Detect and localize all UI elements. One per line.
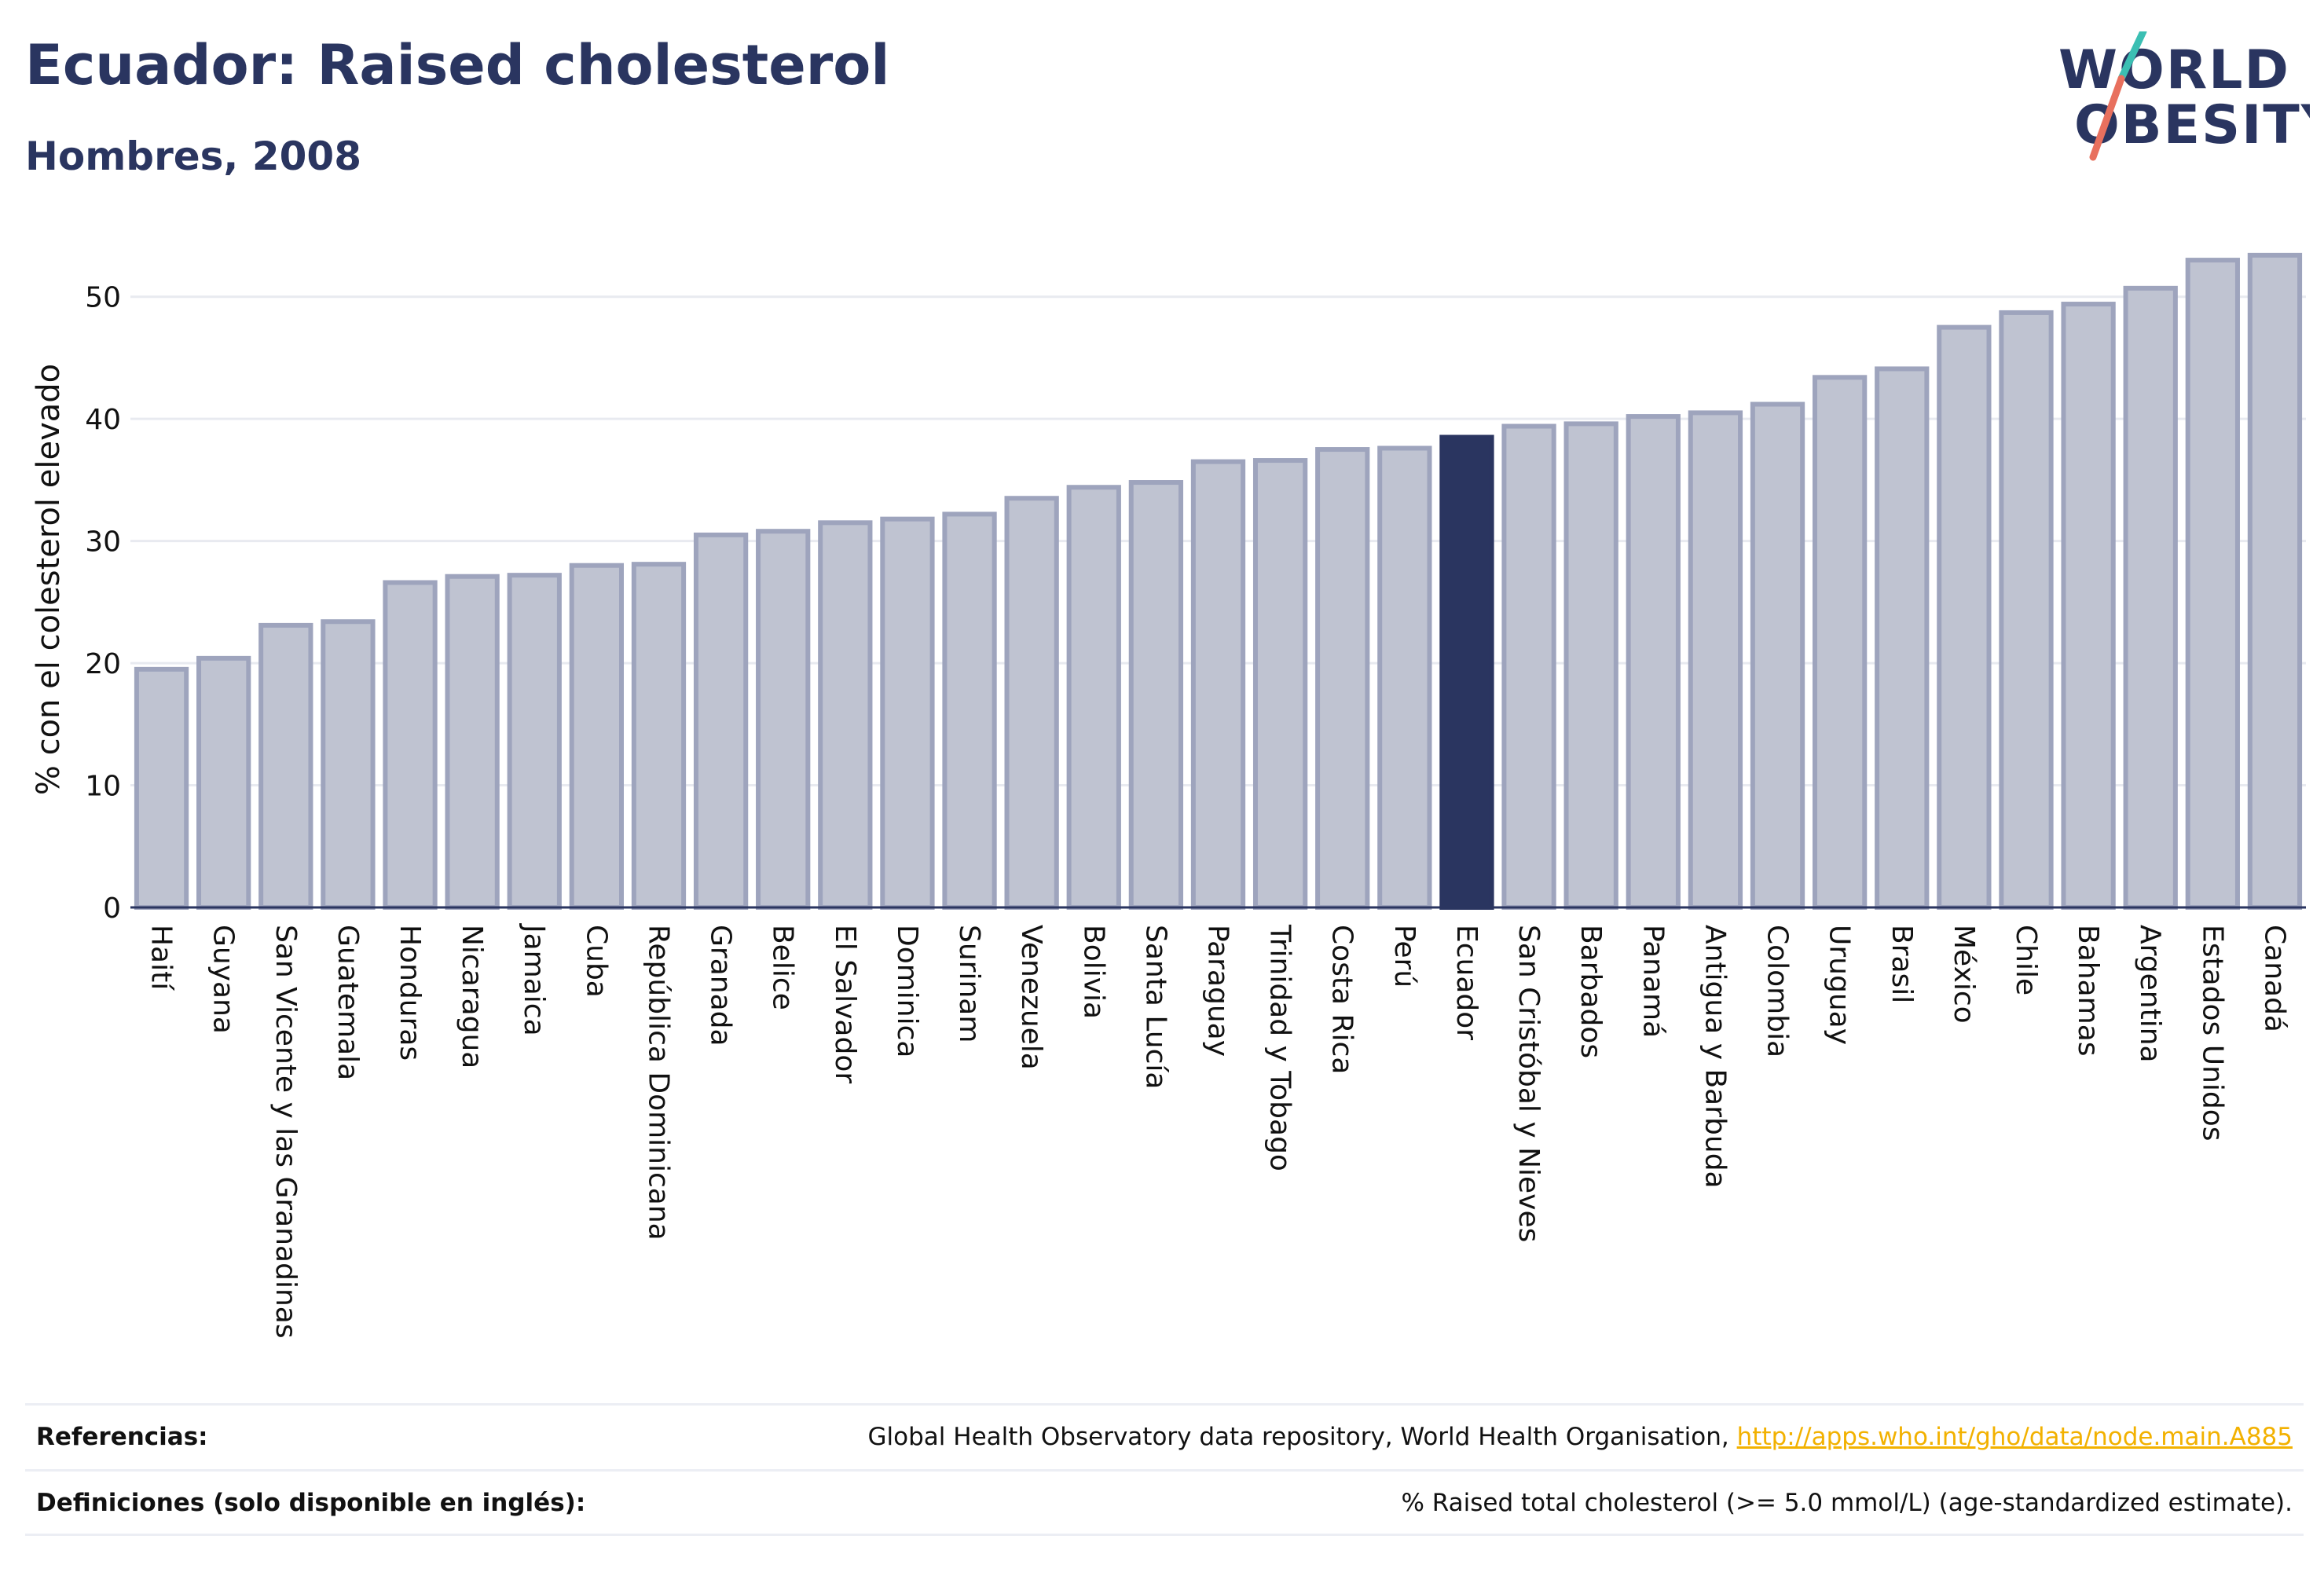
x-tick-label: Panamá: [1637, 925, 1669, 1038]
x-tick-label: Granada: [705, 925, 737, 1046]
bar-chart: 0 10 20 30 40 50 Haití Guyana San Vicente y las…: [31, 252, 2306, 1339]
references-value: Global Health Observatory data repositor…: [868, 1423, 2304, 1451]
x-tick-label: Uruguay: [1824, 925, 1856, 1045]
x-tick-label: Colombia: [1761, 925, 1794, 1057]
y-tick-label: 0: [103, 892, 121, 925]
bar: [383, 580, 438, 910]
definitions-row: Definiciones (solo disponible en inglés)…: [25, 1469, 2304, 1534]
bar: [2185, 258, 2240, 911]
bar: [756, 529, 811, 910]
y-tick-label: 50: [85, 282, 121, 314]
x-tick-label: Nicaragua: [456, 925, 488, 1068]
x-tick-label: Ecuador: [1450, 925, 1483, 1040]
x-tick-label: Haití: [145, 925, 178, 991]
x-tick-label: Honduras: [394, 925, 426, 1061]
bar: [2123, 285, 2178, 910]
bar: [818, 520, 873, 910]
y-axis-label: % con el colesterol elevado: [31, 364, 67, 795]
bar: [2247, 252, 2303, 910]
bar: [1937, 324, 1992, 911]
x-tick-label: Paraguay: [1202, 925, 1234, 1057]
x-tick-label: Barbados: [1574, 925, 1607, 1058]
logo-line1: WORLD: [2058, 39, 2290, 101]
bar: [1377, 445, 1432, 910]
bar: [880, 516, 935, 910]
x-tick-label: Estados Unidos: [2196, 925, 2228, 1142]
bar-highlight: [1439, 434, 1494, 910]
references-label: Referencias:: [36, 1423, 208, 1451]
bar: [1252, 458, 1308, 910]
x-tick-label: Surinam: [953, 925, 985, 1043]
bar: [1875, 366, 1930, 911]
x-tick-label: Guyana: [207, 925, 240, 1034]
x-tick-label: Bahamas: [2072, 925, 2104, 1057]
bar: [1501, 423, 1556, 910]
y-tick-label: 30: [85, 526, 121, 559]
x-tick-label: Jamaica: [518, 923, 550, 1036]
x-tick-label: Belice: [767, 925, 799, 1010]
bar: [134, 666, 189, 910]
x-tick-label: Dominica: [891, 925, 923, 1058]
bar: [1688, 410, 1743, 910]
bar: [942, 511, 997, 910]
footer-divider: [25, 1534, 2304, 1536]
bar: [196, 655, 251, 910]
definitions-text: % Raised total cholesterol (>= 5.0 mmol/…: [1401, 1489, 2293, 1517]
bar: [1190, 459, 1246, 910]
y-axis-ticks: 0 10 20 30 40 50: [85, 282, 121, 925]
references-text: Global Health Observatory data repositor…: [867, 1423, 1737, 1451]
x-tick-label: Brasil: [1886, 925, 1918, 1003]
x-tick-label: Perú: [1388, 925, 1420, 988]
references-link[interactable]: http://apps.who.int/gho/data/node.main.A…: [1736, 1423, 2293, 1451]
x-tick-label: Canadá: [2258, 925, 2290, 1032]
bar: [1626, 414, 1681, 910]
x-tick-label: Argentina: [2134, 925, 2166, 1063]
x-tick-label: Cuba: [580, 925, 612, 998]
bar: [569, 563, 625, 911]
x-tick-label: Antigua y Barbuda: [1699, 925, 1731, 1189]
references-row: Referencias: Global Health Observatory d…: [25, 1403, 2304, 1468]
x-tick-label: San Cristóbal y Nieves: [1512, 925, 1545, 1242]
bar: [693, 532, 749, 910]
x-tick-label: México: [1948, 925, 1980, 1024]
bars: [134, 252, 2303, 911]
world-obesity-logo: WORLD OBESITY: [2043, 27, 2324, 165]
x-tick-label: Chile: [2010, 925, 2042, 995]
x-tick-label: San Vicente y las Granadinas: [269, 925, 302, 1339]
y-tick-label: 40: [85, 404, 121, 436]
bar: [1004, 496, 1059, 910]
bar: [321, 619, 376, 911]
y-tick-label: 10: [85, 771, 121, 803]
x-tick-label: Santa Lucía: [1139, 925, 1171, 1089]
x-tick-label: Venezuela: [1015, 925, 1047, 1070]
x-tick-label: Guatemala: [332, 925, 364, 1080]
bar: [1066, 485, 1121, 910]
definitions-label: Definiciones (solo disponible en inglés)…: [36, 1489, 586, 1517]
bar: [507, 573, 562, 910]
page-title: Ecuador: Raised cholesterol: [25, 33, 890, 97]
x-tick-label: El Salvador: [829, 925, 861, 1083]
y-tick-label: 20: [85, 648, 121, 680]
bar: [1563, 421, 1618, 910]
logo-line2: OBESITY: [2074, 94, 2310, 156]
x-tick-label: Trinidad y Tobago: [1264, 924, 1296, 1171]
page-subtitle: Hombres, 2008: [25, 134, 361, 179]
bar: [1315, 447, 1370, 910]
x-tick-label: República Dominicana: [642, 925, 674, 1241]
x-tick-label: Bolivia: [1077, 925, 1109, 1019]
x-axis-labels: Haití Guyana San Vicente y las Granadinas G…: [145, 923, 2291, 1339]
bar: [2061, 302, 2116, 910]
x-tick-label: Costa Rica: [1326, 925, 1358, 1074]
bar: [1999, 310, 2054, 911]
bar: [1128, 480, 1184, 910]
bar: [258, 622, 313, 911]
bar: [445, 574, 500, 911]
bar: [631, 562, 687, 910]
bar: [1812, 375, 1868, 910]
bar: [1750, 401, 1805, 910]
